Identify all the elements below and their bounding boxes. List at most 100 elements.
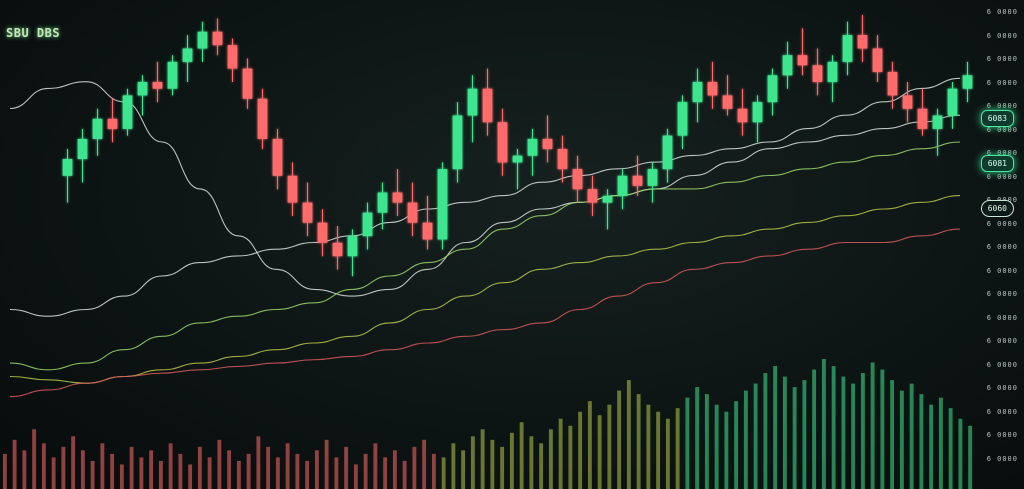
candle-body	[302, 202, 313, 223]
candle	[767, 68, 778, 116]
moving-averages	[9, 77, 961, 398]
price-axis-tick: 6 0000	[986, 384, 1018, 392]
volume-bar	[724, 411, 729, 489]
price-badge-outline: 6060	[980, 200, 1014, 217]
volume-bar	[12, 439, 17, 489]
price-axis-tick: 6 0000	[986, 360, 1018, 369]
candle-body	[632, 175, 643, 186]
volume-bar	[402, 460, 407, 489]
volume-bar	[548, 429, 553, 489]
candle-body	[362, 212, 373, 237]
candle	[917, 88, 928, 136]
candle-body	[782, 55, 793, 76]
volume-bar	[500, 446, 505, 489]
candle	[347, 229, 358, 277]
moving-average-line	[9, 77, 961, 317]
candle-body	[287, 175, 298, 203]
volume-bar	[490, 439, 495, 489]
volume-bar	[656, 411, 661, 489]
price-axis-tick: 6 0000	[986, 219, 1018, 228]
candle	[287, 162, 298, 216]
candle-body	[122, 95, 133, 129]
candle-body	[62, 159, 73, 176]
candle-body	[77, 138, 88, 160]
candle-body	[257, 98, 268, 139]
candle-body	[827, 61, 838, 82]
candle-body	[332, 242, 343, 257]
volume-bar	[860, 373, 865, 489]
candle-body	[707, 82, 718, 96]
volume-bar	[743, 390, 748, 489]
volume-bar	[441, 457, 446, 489]
volume-bar	[422, 439, 427, 489]
candle	[812, 48, 823, 96]
volume-bar	[831, 366, 836, 489]
volume-bar	[539, 443, 544, 489]
volume-bar	[41, 443, 46, 489]
volume-bar	[597, 415, 602, 489]
volume-bar	[431, 453, 436, 489]
candle	[197, 21, 208, 62]
volume-bar	[295, 453, 300, 489]
volume-bar	[607, 404, 612, 489]
volume-bar	[392, 450, 397, 489]
volume-bar	[461, 450, 466, 489]
price-axis-tick: 6 0000	[986, 454, 1018, 463]
candle	[452, 102, 463, 183]
candle	[242, 58, 253, 109]
candle	[872, 35, 883, 82]
candle-body	[602, 195, 613, 203]
volume-bar	[890, 380, 895, 489]
volume-bar	[821, 359, 826, 489]
volume-bar	[305, 460, 310, 489]
candle	[377, 182, 388, 230]
candle-body	[227, 45, 238, 69]
volume-bar	[626, 380, 631, 489]
moving-average-line	[9, 141, 961, 371]
candle-body	[887, 71, 898, 96]
volume-bar	[617, 390, 622, 489]
volume-bar	[675, 408, 680, 489]
volume-bar	[217, 439, 222, 489]
price-axis-tick: 6 0000	[986, 55, 1018, 63]
volume-bar	[129, 446, 134, 489]
volume-bar	[90, 460, 95, 489]
candle-body	[617, 175, 628, 196]
candle	[92, 108, 103, 156]
volume-bar	[110, 453, 115, 489]
price-axis-tick: 6 0000	[986, 290, 1018, 298]
candle-body	[347, 236, 358, 257]
candle	[482, 68, 493, 136]
volume-bar	[236, 460, 241, 489]
candle	[407, 182, 418, 237]
candle	[587, 175, 598, 216]
candle	[677, 95, 688, 149]
volume-bar	[207, 457, 212, 489]
volume-bar	[256, 436, 261, 489]
volume-bar	[685, 397, 690, 489]
price-axis-tick: 6 0000	[986, 31, 1018, 40]
candle	[557, 135, 568, 183]
price-badge-primary: 6083	[980, 110, 1014, 127]
candle	[782, 41, 793, 89]
candle-body	[467, 88, 478, 116]
volume-bar	[71, 436, 76, 489]
candle-body	[407, 202, 418, 223]
candle	[272, 128, 283, 190]
candle	[572, 155, 583, 203]
candle-body	[107, 118, 118, 129]
candle-body	[137, 82, 148, 96]
candle	[662, 128, 673, 183]
price-axis-tick: 6 0000	[986, 243, 1018, 251]
volume-bar	[519, 422, 524, 489]
volume-bars	[2, 359, 973, 489]
volume-bar	[958, 418, 963, 489]
candle-body	[197, 31, 208, 49]
volume-bar	[373, 443, 378, 489]
candle	[602, 189, 613, 230]
price-axis-tick: 6 0000	[986, 125, 1018, 134]
price-axis-tick: 6 0000	[986, 337, 1018, 345]
price-axis-tick: 6 0000	[986, 78, 1018, 87]
price-axis-tick: 6 0000	[986, 8, 1018, 16]
